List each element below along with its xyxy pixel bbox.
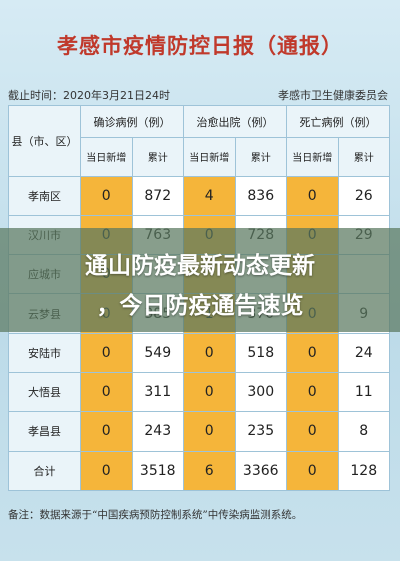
table-cell: 24 [337,332,390,374]
table-cell: 243 [131,411,184,452]
subheader: 当日新增 [286,137,339,177]
table-cell: 0 [80,450,133,492]
table-cell: 518 [234,332,287,374]
table-subheader-row: 当日新增 累计 当日新增 累计 当日新增 累计 [9,137,390,177]
table-cell: 235 [234,411,287,452]
table-cell: 6 [183,450,236,492]
row-name: 安陆市 [8,332,81,374]
table-cell: 3518 [131,450,184,492]
cutoff-time: 截止时间：2020年3月21日24时 [8,89,170,102]
table-cell: 311 [131,372,184,413]
page-title: 孝感市疫情防控日报（通报） [57,33,343,58]
table-cell: 300 [234,372,287,413]
table-cell: 836 [234,175,287,216]
headline-line-1: 通山防疫最新动态更新 [85,253,315,279]
table-cell: 0 [286,332,339,374]
group-header-deaths: 死亡病例（例） [286,104,390,139]
table-cell: 0 [183,332,236,374]
table-cell: 0 [80,372,133,413]
subheader: 当日新增 [80,137,133,177]
table-cell: 0 [80,175,133,216]
table-cell: 0 [286,411,339,452]
row-name: 合计 [8,450,81,492]
headline-overlay [0,228,400,332]
subheader: 累计 [131,137,184,177]
table-cell: 3366 [234,450,287,492]
group-header-confirmed: 确诊病例（例） [80,104,184,139]
table-cell: 26 [337,175,390,216]
subheader: 累计 [337,137,390,177]
table-cell: 128 [337,450,390,492]
table-row: 大悟县 0 311 0 300 0 11 [8,372,390,413]
table-cell: 872 [131,175,184,216]
table-row: 孝昌县 0 243 0 235 0 8 [8,411,390,452]
table-row: 安陆市 0 549 0 518 0 24 [8,332,390,374]
table-cell: 4 [183,175,236,216]
row-name: 孝南区 [8,175,81,216]
table-cell: 0 [183,411,236,452]
table-cell: 0 [80,411,133,452]
table-cell: 0 [286,450,339,492]
table-cell: 8 [337,411,390,452]
headline-line-2: ，今日防疫通告速览 [96,293,304,319]
subheader: 累计 [234,137,287,177]
table-cell: 0 [286,372,339,413]
table-cell: 0 [80,332,133,374]
table-cell: 0 [286,175,339,216]
issuer: 孝感市卫生健康委员会 [278,89,388,102]
group-header-recovered: 治愈出院（例） [183,104,287,139]
table-row: 孝南区 0 872 4 836 0 26 [8,175,390,216]
table-cell: 11 [337,372,390,413]
table-group-header-row: 县（市、区） 确诊病例（例） 治愈出院（例） 死亡病例（例） [8,104,390,177]
row-name: 孝昌县 [8,411,81,452]
row-name: 大悟县 [8,372,81,413]
source-note: 备注：数据来源于“中国疾病预防控制系统”中传染病监测系统。 [8,509,303,521]
table-cell: 549 [131,332,184,374]
subheader: 当日新增 [183,137,236,177]
table-corner-header: 县（市、区） [8,105,81,177]
table-cell: 0 [183,372,236,413]
table-row: 合计 0 3518 6 3366 0 128 [8,450,390,492]
